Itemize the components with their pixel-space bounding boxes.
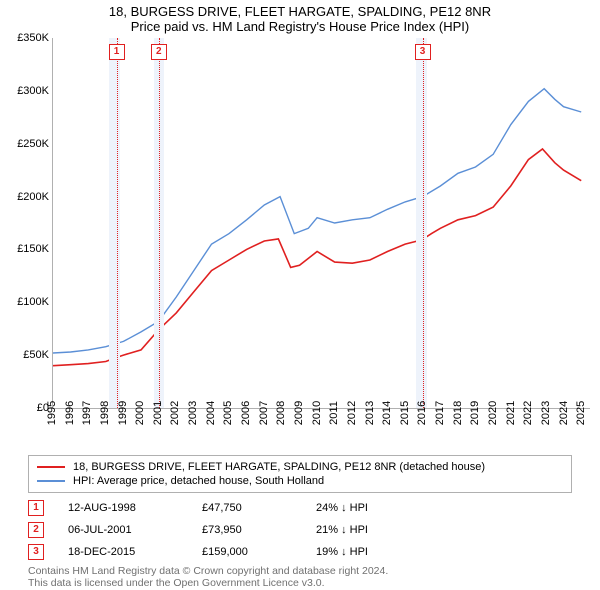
- sale-vline: [159, 38, 160, 408]
- event-date: 18-DEC-2015: [68, 546, 178, 558]
- legend-label: HPI: Average price, detached house, Sout…: [73, 475, 324, 487]
- event-diff: 24% ↓ HPI: [316, 502, 406, 514]
- x-tick-label: 2019: [469, 401, 481, 425]
- event-marker-icon: 2: [28, 522, 44, 538]
- footer-line: Contains HM Land Registry data © Crown c…: [28, 565, 572, 577]
- x-tick-label: 1998: [99, 401, 111, 425]
- y-tick-label: £250K: [17, 138, 53, 150]
- event-marker-icon: 1: [28, 500, 44, 516]
- x-tick-label: 2022: [522, 401, 534, 425]
- legend-swatch: [37, 480, 65, 482]
- x-tick-label: 1996: [64, 401, 76, 425]
- footer: Contains HM Land Registry data © Crown c…: [28, 565, 572, 589]
- sale-vline: [423, 38, 424, 408]
- event-date: 06-JUL-2001: [68, 524, 178, 536]
- x-tick-label: 2009: [293, 401, 305, 425]
- legend-item: 18, BURGESS DRIVE, FLEET HARGATE, SPALDI…: [37, 460, 563, 474]
- x-tick-label: 1999: [117, 401, 129, 425]
- x-tick-label: 1997: [81, 401, 93, 425]
- x-tick-label: 1995: [46, 401, 58, 425]
- sale-marker-icon: 2: [151, 44, 167, 60]
- event-row: 2 06-JUL-2001 £73,950 21% ↓ HPI: [28, 519, 572, 541]
- x-tick-label: 2011: [328, 401, 340, 425]
- y-tick-label: £50K: [23, 349, 53, 361]
- x-tick-label: 2001: [152, 401, 164, 425]
- x-tick-label: 2014: [381, 401, 393, 425]
- x-tick-label: 2005: [222, 401, 234, 425]
- event-price: £47,750: [202, 502, 292, 514]
- event-price: £159,000: [202, 546, 292, 558]
- y-tick-label: £300K: [17, 85, 53, 97]
- lines-svg: [53, 38, 590, 408]
- x-tick-label: 2018: [452, 401, 464, 425]
- sale-marker-icon: 3: [415, 44, 431, 60]
- event-diff: 21% ↓ HPI: [316, 524, 406, 536]
- legend-swatch: [37, 466, 65, 468]
- legend: 18, BURGESS DRIVE, FLEET HARGATE, SPALDI…: [28, 455, 572, 493]
- sale-marker-icon: 1: [109, 44, 125, 60]
- event-date: 12-AUG-1998: [68, 502, 178, 514]
- x-tick-label: 2020: [487, 401, 499, 425]
- x-tick-label: 2012: [346, 401, 358, 425]
- sale-vline: [117, 38, 118, 408]
- chart-container: 18, BURGESS DRIVE, FLEET HARGATE, SPALDI…: [0, 0, 600, 590]
- x-tick-label: 2013: [364, 401, 376, 425]
- x-tick-label: 2023: [540, 401, 552, 425]
- x-tick-label: 2021: [505, 401, 517, 425]
- x-tick-label: 2007: [258, 401, 270, 425]
- footer-line: This data is licensed under the Open Gov…: [28, 577, 572, 589]
- y-tick-label: £350K: [17, 32, 53, 44]
- x-tick-label: 2024: [558, 401, 570, 425]
- x-tick-label: 2004: [205, 401, 217, 425]
- chart-title: 18, BURGESS DRIVE, FLEET HARGATE, SPALDI…: [0, 0, 600, 19]
- x-tick-label: 2008: [275, 401, 287, 425]
- x-tick-label: 2017: [434, 401, 446, 425]
- legend-label: 18, BURGESS DRIVE, FLEET HARGATE, SPALDI…: [73, 461, 485, 473]
- event-marker-icon: 3: [28, 544, 44, 560]
- x-tick-label: 2006: [240, 401, 252, 425]
- events-table: 1 12-AUG-1998 £47,750 24% ↓ HPI 2 06-JUL…: [28, 497, 572, 563]
- series-hpi: [53, 89, 581, 353]
- x-tick-label: 2016: [416, 401, 428, 425]
- x-axis: 1995199619971998199920002001200220032004…: [52, 409, 590, 449]
- y-tick-label: £100K: [17, 296, 53, 308]
- chart-subtitle: Price paid vs. HM Land Registry's House …: [0, 19, 600, 38]
- x-tick-label: 2015: [399, 401, 411, 425]
- legend-item: HPI: Average price, detached house, Sout…: [37, 474, 563, 488]
- shaded-band: [109, 38, 120, 408]
- event-diff: 19% ↓ HPI: [316, 546, 406, 558]
- x-tick-label: 2002: [169, 401, 181, 425]
- plot-area: £0£50K£100K£150K£200K£250K£300K£350K123: [52, 38, 590, 409]
- event-price: £73,950: [202, 524, 292, 536]
- series-price_paid: [53, 149, 581, 366]
- y-tick-label: £200K: [17, 191, 53, 203]
- x-tick-label: 2025: [575, 401, 587, 425]
- x-tick-label: 2010: [311, 401, 323, 425]
- y-tick-label: £150K: [17, 243, 53, 255]
- event-row: 1 12-AUG-1998 £47,750 24% ↓ HPI: [28, 497, 572, 519]
- event-row: 3 18-DEC-2015 £159,000 19% ↓ HPI: [28, 541, 572, 563]
- x-tick-label: 2003: [187, 401, 199, 425]
- x-tick-label: 2000: [134, 401, 146, 425]
